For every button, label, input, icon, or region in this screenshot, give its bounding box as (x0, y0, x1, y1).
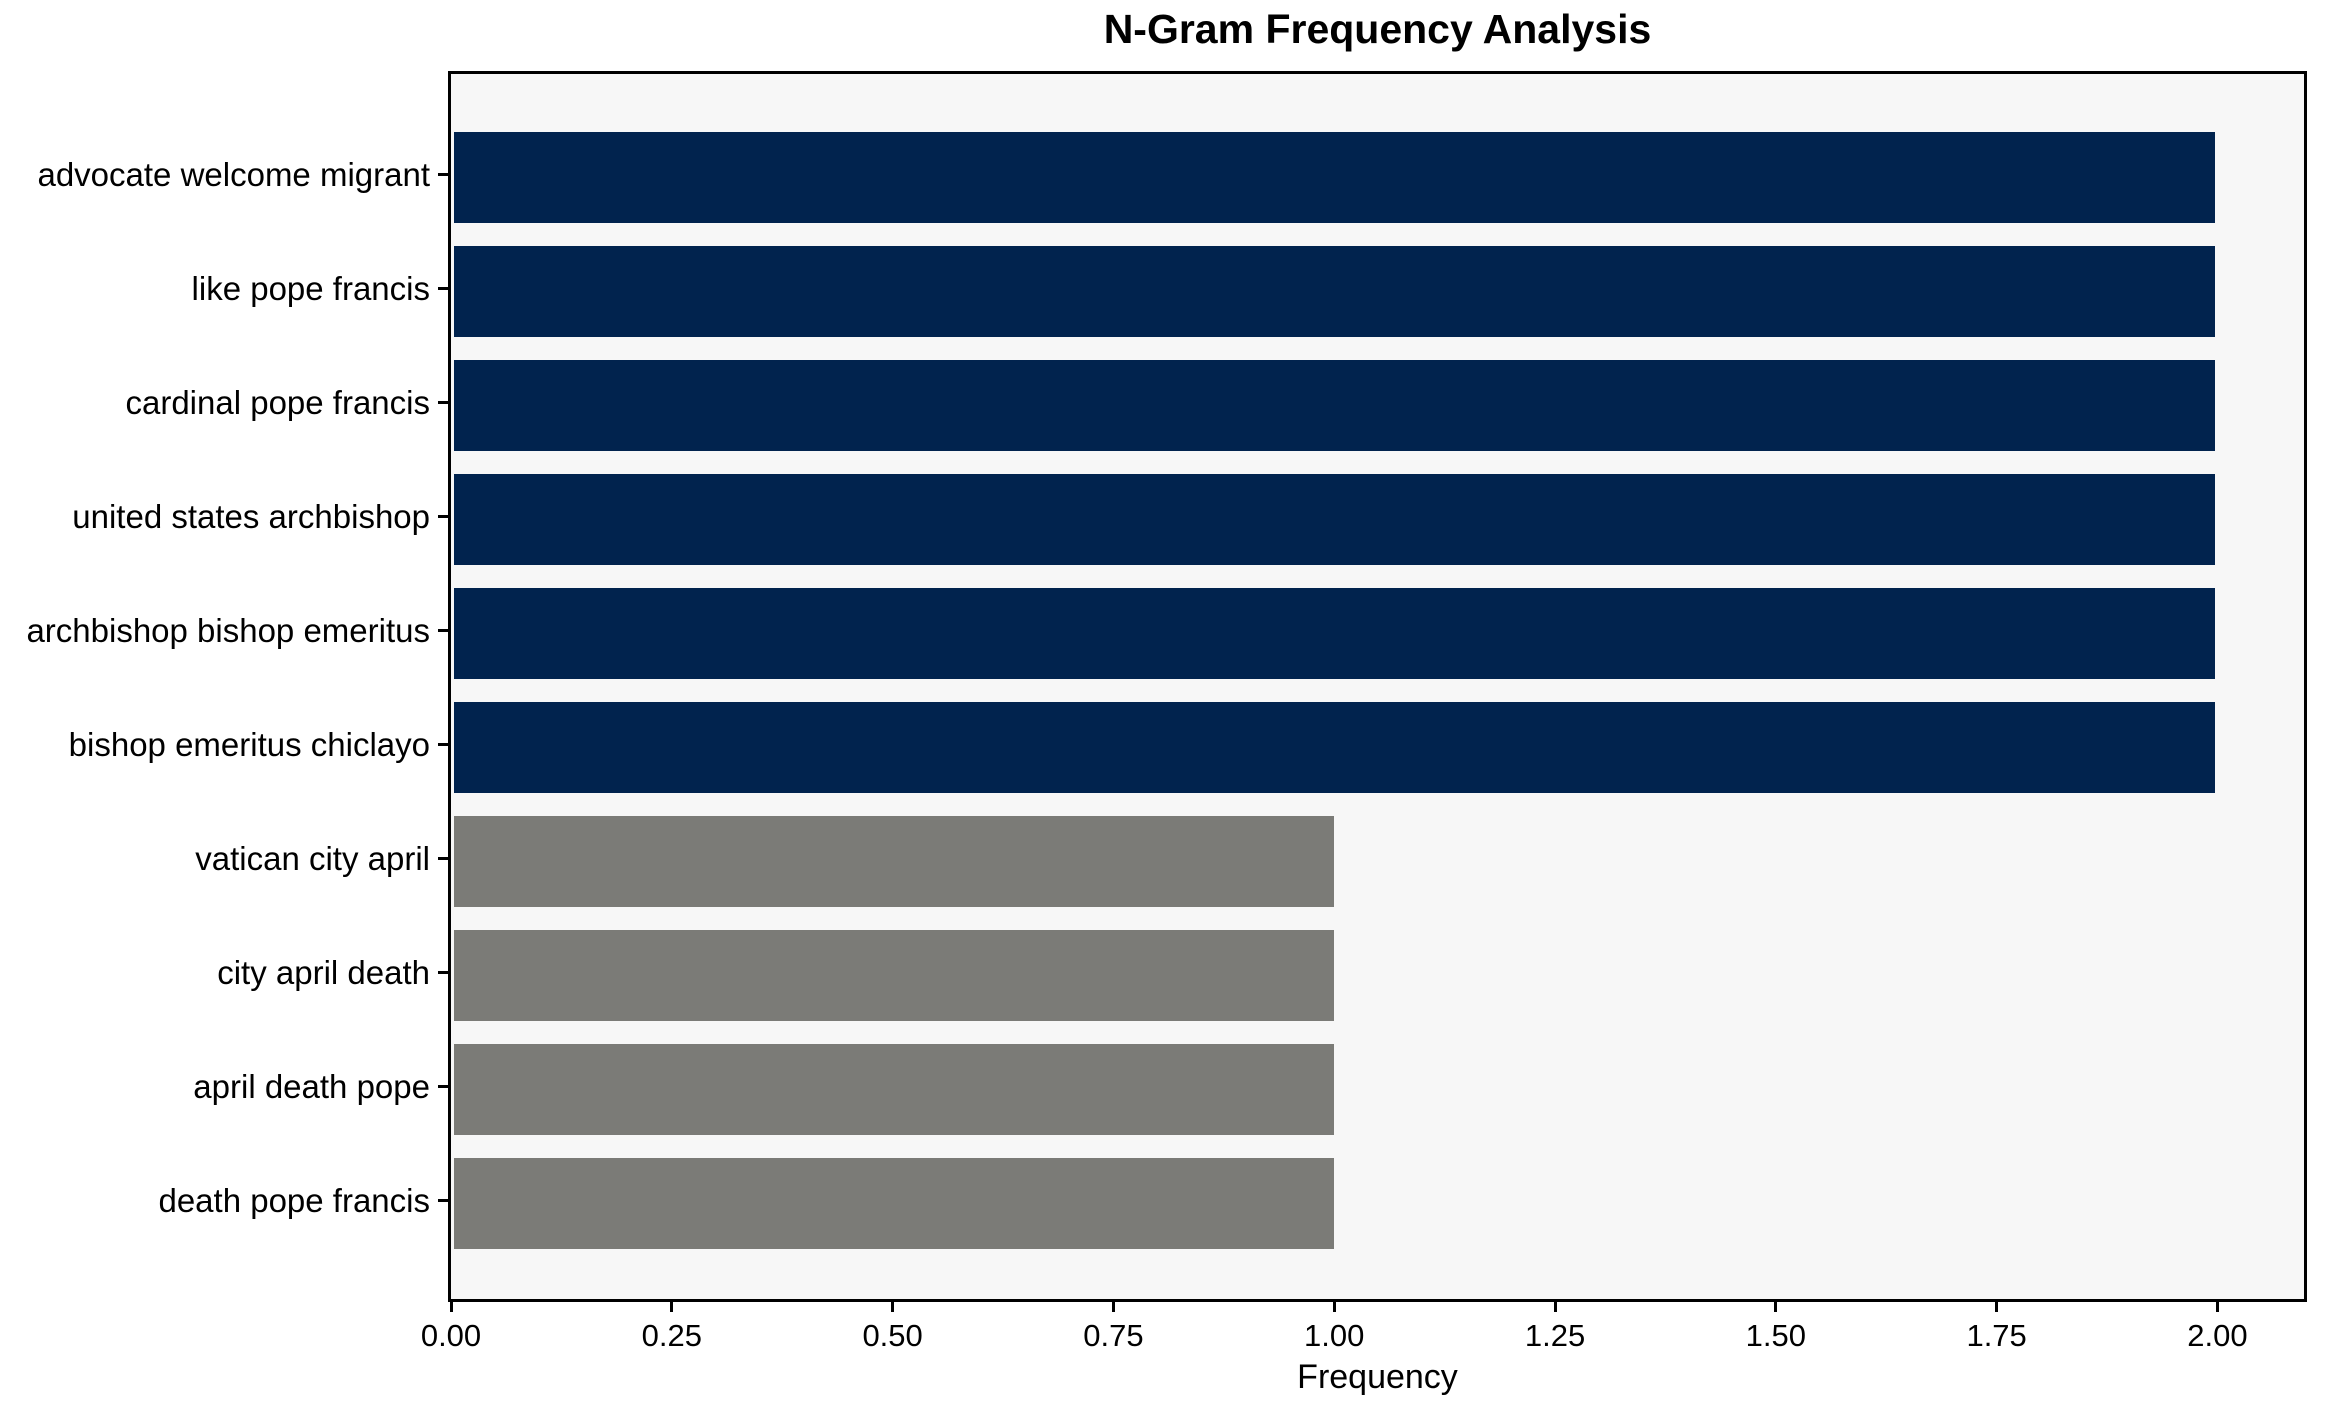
y-tick-label: vatican city april (195, 839, 430, 877)
bar (454, 474, 2215, 565)
x-tick-mark (1995, 1302, 1999, 1312)
bar (454, 1158, 1335, 1249)
y-tick-label: united states archbishop (72, 497, 430, 535)
x-tick-label: 0.50 (862, 1318, 923, 1353)
x-tick-mark (1111, 1302, 1115, 1312)
y-tick-mark (438, 629, 448, 632)
x-axis-title: Frequency (1297, 1358, 1458, 1396)
bar (454, 702, 2215, 793)
x-tick-mark (1774, 1302, 1778, 1312)
x-tick-label: 1.75 (1966, 1318, 2027, 1353)
chart-title: N-Gram Frequency Analysis (1103, 6, 1652, 52)
x-tick-mark (449, 1302, 453, 1312)
y-tick-label: april death pope (193, 1067, 430, 1105)
y-tick-mark (438, 401, 448, 404)
y-tick-label: archbishop bishop emeritus (26, 611, 430, 649)
bar (454, 588, 2215, 679)
x-tick-label: 2.00 (2187, 1318, 2248, 1353)
y-tick-mark (438, 1085, 448, 1088)
x-tick-mark (1332, 1302, 1336, 1312)
x-tick-mark (670, 1302, 674, 1312)
x-tick-label: 1.25 (1524, 1318, 1586, 1353)
plot-area (448, 71, 2307, 1302)
y-tick-label: bishop emeritus chiclayo (68, 725, 430, 763)
y-tick-mark (438, 743, 448, 746)
x-tick-mark (2215, 1302, 2219, 1312)
x-tick-label: 0.25 (641, 1318, 702, 1353)
y-tick-label: city april death (217, 953, 430, 991)
y-tick-mark (438, 1199, 448, 1202)
y-tick-label: advocate welcome migrant (37, 155, 430, 193)
x-tick-label: 1.00 (1304, 1318, 1365, 1353)
bar (454, 930, 1335, 1021)
x-tick-mark (1553, 1302, 1557, 1312)
y-tick-label: death pope francis (158, 1181, 430, 1219)
bar (454, 816, 1335, 907)
y-tick-mark (438, 857, 448, 860)
bar (454, 246, 2215, 337)
x-tick-mark (891, 1302, 895, 1312)
y-tick-mark (438, 971, 448, 974)
x-tick-label: 0.00 (420, 1318, 482, 1353)
y-tick-label: like pope francis (191, 269, 430, 307)
y-tick-label: cardinal pope francis (125, 383, 430, 421)
bar (454, 360, 2215, 451)
y-tick-mark (438, 287, 448, 290)
bar (454, 132, 2215, 223)
bar (454, 1044, 1335, 1135)
x-tick-label: 0.75 (1083, 1318, 1144, 1353)
y-tick-mark (438, 515, 448, 518)
y-tick-mark (438, 173, 448, 176)
x-tick-label: 1.50 (1745, 1318, 1806, 1353)
bars-layer (454, 77, 2301, 1296)
